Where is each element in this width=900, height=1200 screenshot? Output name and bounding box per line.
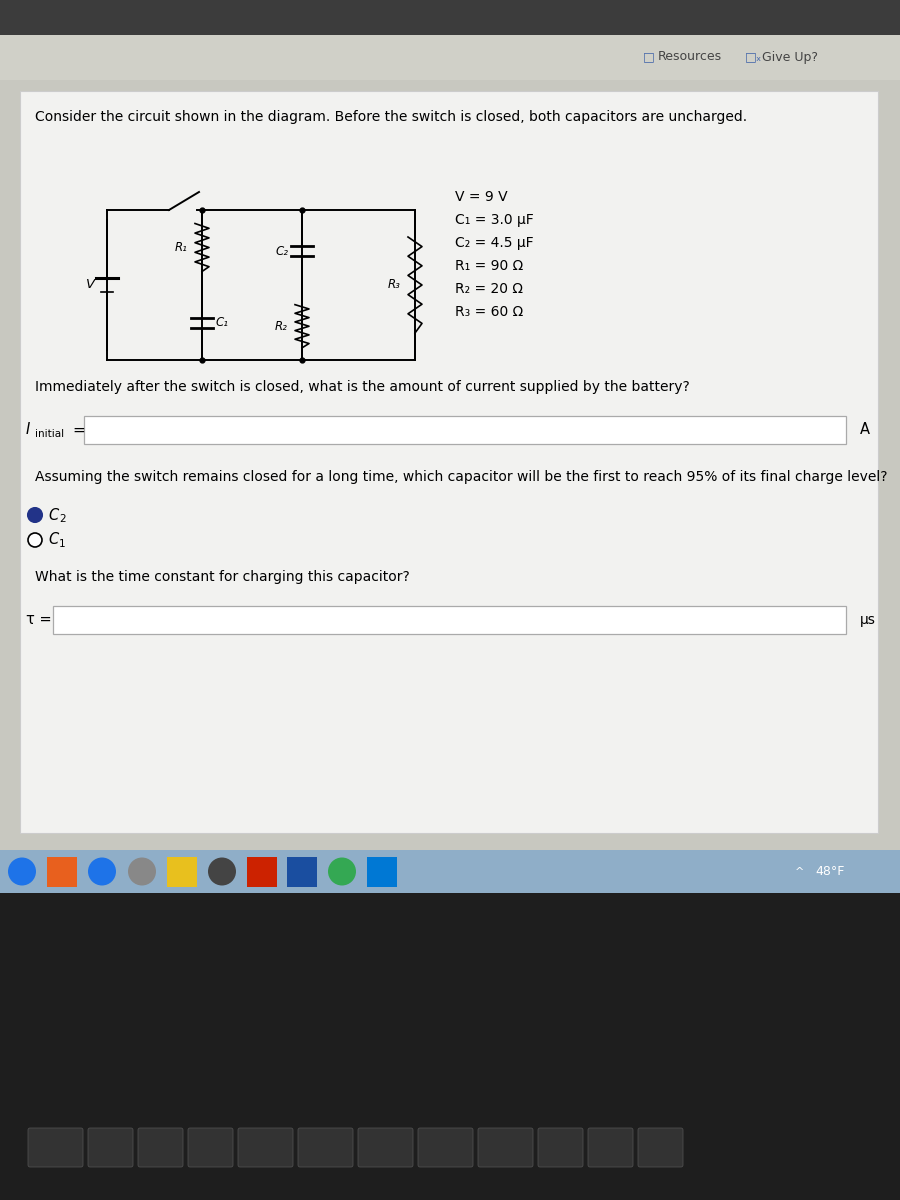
Text: C₂ = 4.5 μF: C₂ = 4.5 μF bbox=[455, 236, 534, 250]
Text: R₃ = 60 Ω: R₃ = 60 Ω bbox=[455, 305, 523, 319]
Circle shape bbox=[88, 858, 116, 886]
FancyBboxPatch shape bbox=[88, 1128, 133, 1166]
Circle shape bbox=[28, 508, 42, 522]
FancyBboxPatch shape bbox=[638, 1128, 683, 1166]
Text: μs: μs bbox=[860, 613, 876, 626]
Text: □: □ bbox=[643, 50, 655, 64]
FancyBboxPatch shape bbox=[538, 1128, 583, 1166]
FancyBboxPatch shape bbox=[28, 1128, 83, 1166]
FancyBboxPatch shape bbox=[418, 1128, 473, 1166]
Text: C: C bbox=[48, 508, 58, 522]
FancyBboxPatch shape bbox=[138, 1128, 183, 1166]
Text: C: C bbox=[48, 533, 58, 547]
Bar bbox=[0, 0, 900, 35]
FancyBboxPatch shape bbox=[47, 857, 77, 887]
FancyBboxPatch shape bbox=[188, 1128, 233, 1166]
Text: initial: initial bbox=[35, 428, 64, 439]
Text: Assuming the switch remains closed for a long time, which capacitor will be the : Assuming the switch remains closed for a… bbox=[35, 470, 887, 484]
Text: C₁: C₁ bbox=[215, 316, 228, 329]
FancyBboxPatch shape bbox=[298, 1128, 353, 1166]
Circle shape bbox=[128, 858, 156, 886]
Text: Immediately after the switch is closed, what is the amount of current supplied b: Immediately after the switch is closed, … bbox=[35, 380, 689, 394]
Text: =: = bbox=[72, 422, 85, 438]
FancyBboxPatch shape bbox=[358, 1128, 413, 1166]
Text: I: I bbox=[26, 422, 31, 438]
Text: A: A bbox=[860, 422, 870, 438]
FancyBboxPatch shape bbox=[287, 857, 317, 887]
FancyBboxPatch shape bbox=[53, 606, 846, 634]
FancyBboxPatch shape bbox=[478, 1128, 533, 1166]
FancyBboxPatch shape bbox=[84, 416, 846, 444]
Text: R₁ = 90 Ω: R₁ = 90 Ω bbox=[455, 259, 523, 272]
Circle shape bbox=[328, 858, 356, 886]
FancyBboxPatch shape bbox=[367, 857, 397, 887]
Text: Consider the circuit shown in the diagram. Before the switch is closed, both cap: Consider the circuit shown in the diagra… bbox=[35, 110, 747, 124]
Bar bbox=[0, 35, 900, 80]
Text: What is the time constant for charging this capacitor?: What is the time constant for charging t… bbox=[35, 570, 410, 584]
Text: 48°F: 48°F bbox=[815, 865, 844, 878]
FancyBboxPatch shape bbox=[167, 857, 197, 887]
Bar bbox=[0, 893, 900, 1200]
Circle shape bbox=[8, 858, 36, 886]
Text: R₂: R₂ bbox=[275, 319, 288, 332]
FancyBboxPatch shape bbox=[20, 91, 878, 833]
Circle shape bbox=[28, 533, 42, 547]
Text: R₂ = 20 Ω: R₂ = 20 Ω bbox=[455, 282, 523, 296]
FancyBboxPatch shape bbox=[247, 857, 277, 887]
Text: Resources: Resources bbox=[658, 50, 722, 64]
Bar bbox=[0, 35, 900, 854]
Text: Give Up?: Give Up? bbox=[762, 50, 818, 64]
Text: R₃: R₃ bbox=[388, 278, 401, 292]
FancyBboxPatch shape bbox=[588, 1128, 633, 1166]
Text: V = 9 V: V = 9 V bbox=[455, 190, 508, 204]
Text: □ₓ: □ₓ bbox=[745, 50, 762, 64]
Text: V: V bbox=[86, 278, 95, 292]
Text: R₁: R₁ bbox=[176, 241, 188, 254]
Text: C₁ = 3.0 μF: C₁ = 3.0 μF bbox=[455, 214, 534, 227]
Text: τ =: τ = bbox=[26, 612, 51, 628]
FancyBboxPatch shape bbox=[238, 1128, 293, 1166]
Text: 2: 2 bbox=[59, 514, 66, 524]
Text: C₂: C₂ bbox=[275, 245, 288, 258]
Text: ^: ^ bbox=[795, 866, 805, 876]
Text: 1: 1 bbox=[59, 539, 66, 550]
Circle shape bbox=[208, 858, 236, 886]
Bar bbox=[0, 850, 900, 893]
